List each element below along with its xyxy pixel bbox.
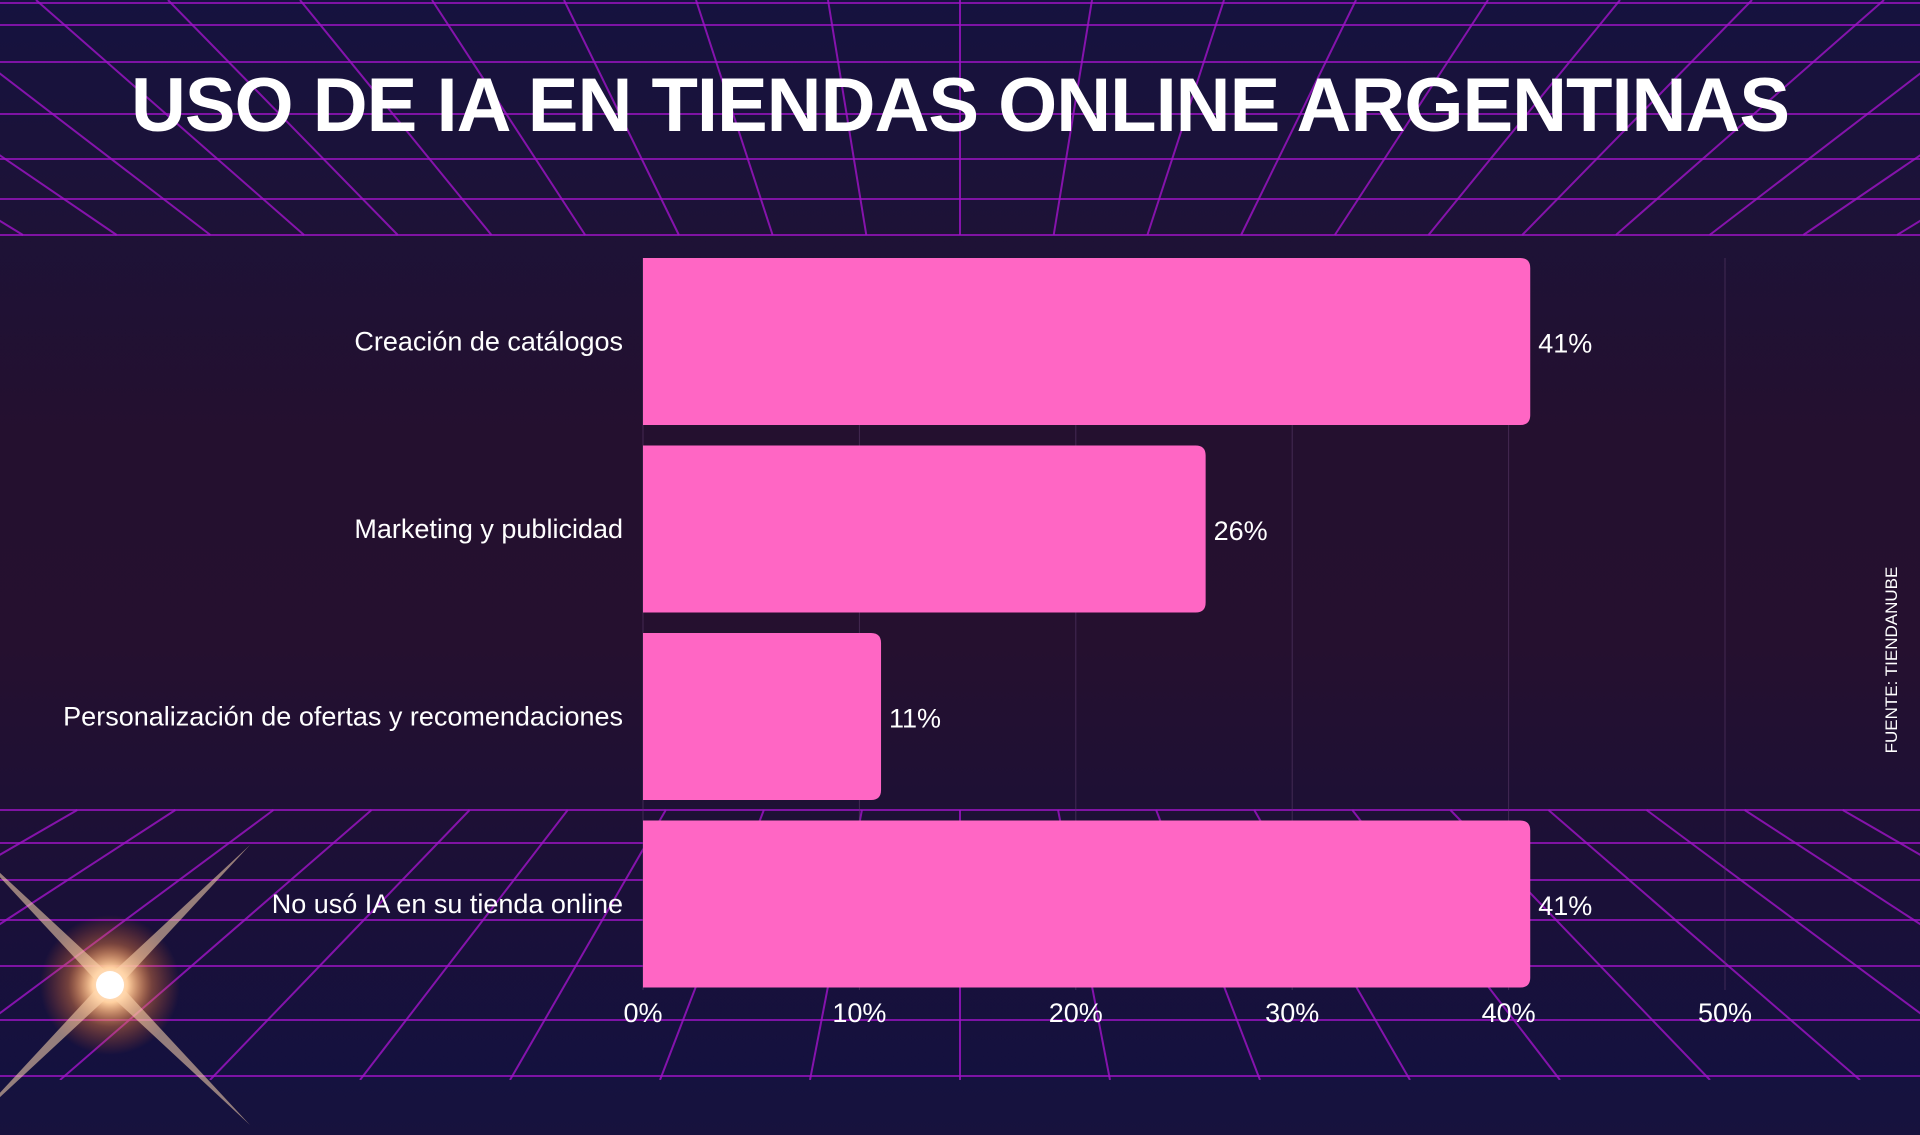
grid-line: [1802, 154, 1920, 236]
grid-line: [209, 809, 471, 1080]
grid-line: [695, 0, 774, 236]
grid-line: [509, 809, 667, 1080]
category-label: Personalización de ofertas y recomendaci…: [63, 702, 623, 732]
category-label: Marketing y publicidad: [354, 514, 623, 544]
value-label: 26%: [1214, 516, 1268, 546]
grid-line: [1146, 0, 1225, 236]
bar: [643, 258, 1531, 425]
value-label: 41%: [1538, 329, 1592, 359]
grid-line: [359, 809, 569, 1080]
bar: [643, 445, 1206, 613]
grid-line: [1709, 72, 1920, 236]
grid-line: [0, 72, 211, 236]
category-label: No usó IA en su tienda online: [272, 889, 623, 919]
grid-line: [1645, 809, 1920, 1015]
page-title: USO DE IA EN TIENDAS ONLINE ARGENTINAS: [130, 63, 1790, 148]
category-label: Creación de catálogos: [354, 327, 623, 357]
grid-line: [299, 0, 493, 236]
bar-group: No usó IA en su tienda online 41%: [272, 820, 1592, 988]
bar: [643, 820, 1531, 988]
bar: [643, 633, 882, 800]
background-grid: [0, 0, 1920, 1080]
source-label: FUENTE: TIENDANUBE: [1882, 566, 1901, 754]
grid-line: [563, 0, 680, 236]
grid-line: [1547, 809, 1861, 1080]
grid-line: [1521, 0, 1753, 236]
bar-group: Personalización de ofertas y recomendaci…: [63, 633, 941, 800]
grid-line: [1427, 0, 1621, 236]
bar-group: Marketing y publicidad 26%: [354, 445, 1268, 613]
bar-chart: 0% 10% 20% 30% 40% 50% Creación de catálogos 41…: [63, 258, 1752, 1028]
grid-line: [1744, 809, 1920, 926]
grid-line: [1240, 0, 1357, 236]
x-tick-label: 40%: [1482, 998, 1536, 1028]
x-tick-label: 10%: [832, 998, 886, 1028]
x-tick-label: 0%: [623, 998, 662, 1028]
x-tick-label: 30%: [1265, 998, 1319, 1028]
value-label: 41%: [1538, 891, 1592, 921]
grid-line: [167, 0, 399, 236]
x-tick-label: 20%: [1049, 998, 1103, 1028]
grid-line: [0, 154, 118, 236]
grid-line: [1615, 0, 1885, 236]
value-label: 11%: [889, 704, 941, 734]
grid-line: [827, 0, 868, 236]
grid-line: [0, 809, 176, 926]
x-tick-label: 50%: [1698, 998, 1752, 1028]
grid-line: [431, 0, 587, 236]
grid-line: [35, 0, 305, 236]
bar-group: Creación de catálogos 41%: [354, 258, 1592, 425]
grid-line: [1052, 0, 1093, 236]
grid-line: [1333, 0, 1489, 236]
